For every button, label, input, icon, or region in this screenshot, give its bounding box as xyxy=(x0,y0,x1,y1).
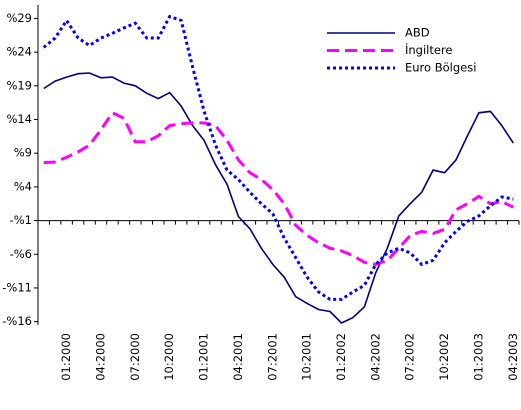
x-tick-label: 04:2000 xyxy=(93,333,107,381)
legend-label: Euro Bölgesi xyxy=(405,61,476,75)
x-tick-label: 04:2003 xyxy=(506,333,520,381)
series-line xyxy=(42,14,514,301)
y-tick-label: -%11 xyxy=(2,280,32,294)
x-tick-label: 10:2001 xyxy=(300,333,314,381)
x-tick-label: 07:2002 xyxy=(403,333,417,381)
series-line xyxy=(43,72,514,324)
y-tick-label: %19 xyxy=(6,78,32,92)
x-tick-label: 10:2002 xyxy=(437,333,451,381)
y-tick-label: %14 xyxy=(6,112,32,126)
x-tick-label: 07:2000 xyxy=(128,333,142,381)
x-tick-label: 01:2002 xyxy=(334,333,348,381)
y-tick-label: %9 xyxy=(14,146,32,160)
y-tick-label: %24 xyxy=(6,45,32,59)
x-tick-label: 01:2000 xyxy=(59,333,73,381)
y-tick-label: -%16 xyxy=(2,314,32,328)
x-tick-label: 07:2001 xyxy=(265,333,279,381)
x-tick-label: 10:2000 xyxy=(162,333,176,381)
x-tick-label: 04:2001 xyxy=(231,333,245,381)
legend-label: İngiltere xyxy=(405,42,453,57)
x-tick-label: 01:2001 xyxy=(197,333,211,381)
x-tick-label: 04:2002 xyxy=(368,333,382,381)
x-tick-label: 01:2003 xyxy=(471,333,485,381)
legend-label: ABD xyxy=(405,26,430,40)
series-line xyxy=(43,110,514,266)
y-tick-label: -%1 xyxy=(10,213,32,227)
y-tick-label: -%6 xyxy=(10,247,32,261)
y-tick-label: %29 xyxy=(6,11,32,25)
y-tick-label: %4 xyxy=(14,179,32,193)
